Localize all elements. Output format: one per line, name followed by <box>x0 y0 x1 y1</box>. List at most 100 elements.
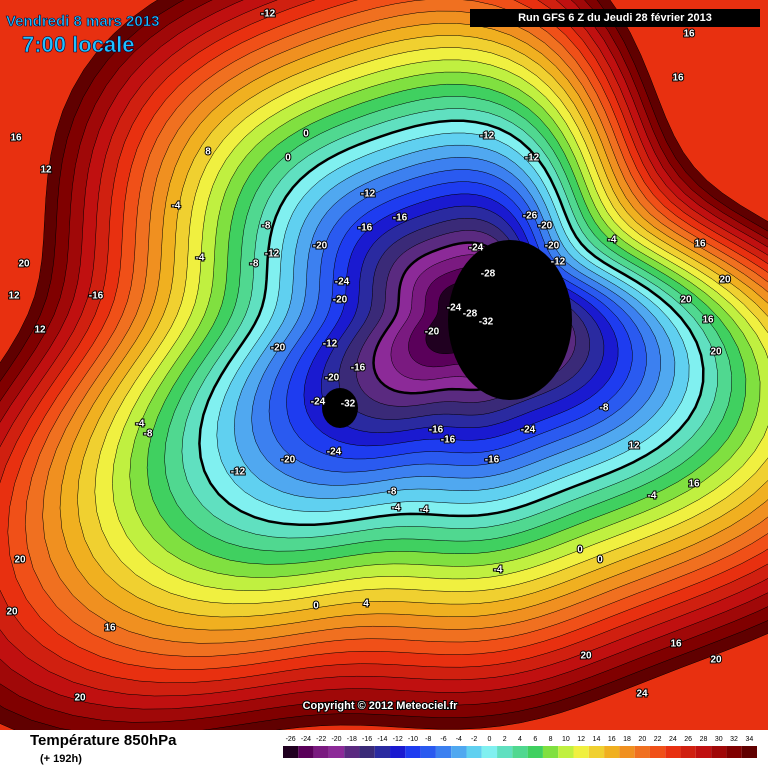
contour-label: -4 <box>196 253 205 264</box>
contour-label: -12 <box>323 339 338 350</box>
colorbar-cell <box>680 746 696 758</box>
colorbar-label: 8 <box>549 736 553 743</box>
colorbar-label: 2 <box>503 736 507 743</box>
contour-label: -4 <box>392 503 401 514</box>
contour-label: -16 <box>89 291 104 302</box>
colorbar-cell <box>726 746 742 758</box>
contour-label: 4 <box>363 599 369 610</box>
copyright: Copyright © 2012 Meteociel.fr <box>303 700 459 712</box>
contour-label: -8 <box>262 221 271 232</box>
contour-label: -12 <box>231 467 246 478</box>
colorbar-label: -2 <box>471 736 477 743</box>
colorbar-label: 28 <box>700 736 708 743</box>
contour-label: 12 <box>628 441 640 452</box>
cold-core <box>448 240 572 400</box>
contour-label: -12 <box>525 153 540 164</box>
contour-label: -8 <box>600 403 609 414</box>
contour-label: -8 <box>144 429 153 440</box>
contour-label: 20 <box>710 655 722 666</box>
colorbar-cell <box>313 746 329 758</box>
contour-label: 0 <box>597 555 603 566</box>
contour-label: -12 <box>480 131 495 142</box>
contour-label: -20 <box>538 221 553 232</box>
colorbar-label: 34 <box>745 736 753 743</box>
colorbar-cell <box>649 746 666 758</box>
contour-label: 20 <box>18 259 30 270</box>
colorbar-cell <box>481 746 498 758</box>
contour-label: -8 <box>388 487 397 498</box>
colorbar-label: 32 <box>730 736 738 743</box>
contour-label: -24 <box>521 425 536 436</box>
colorbar-cell <box>298 746 314 758</box>
colorbar-cell <box>573 746 589 758</box>
contour-label: -26 <box>523 211 538 222</box>
colorbar-cell <box>466 746 482 758</box>
colorbar-label: 26 <box>684 736 692 743</box>
colorbar-cell <box>512 746 528 758</box>
contour-label: 8 <box>205 147 211 158</box>
contour-label: 0 <box>577 545 583 556</box>
run-box <box>470 9 760 27</box>
contour-label: 0 <box>285 153 291 164</box>
cold-core <box>322 388 358 428</box>
colorbar-label: 22 <box>654 736 662 743</box>
contour-label: -24 <box>469 243 484 254</box>
colorbar-cell <box>665 746 681 758</box>
contour-label: 16 <box>670 639 682 650</box>
contour-label: -28 <box>463 309 478 320</box>
contour-label: 0 <box>313 601 319 612</box>
colorbar-cell <box>420 746 436 758</box>
contour-label: -16 <box>351 363 366 374</box>
contour-label: 12 <box>34 325 46 336</box>
contour-label: -24 <box>311 397 326 408</box>
contour-label: -20 <box>281 455 296 466</box>
contour-label: 16 <box>672 73 684 84</box>
colorbar-label: -24 <box>301 736 311 743</box>
colorbar-cell <box>497 746 513 758</box>
colorbar-cell <box>634 746 650 758</box>
contour-label: -8 <box>250 259 259 270</box>
colorbar-label: -8 <box>425 736 431 743</box>
colorbar-label: 20 <box>638 736 646 743</box>
parameter: Température 850hPa <box>30 732 177 749</box>
contour-label: 0 <box>303 129 309 140</box>
contour-label: 16 <box>10 133 22 144</box>
colorbar-label: -26 <box>286 736 296 743</box>
colorbar-label: -20 <box>331 736 341 743</box>
contour-label: 20 <box>74 693 86 704</box>
contour-label: -20 <box>313 241 328 252</box>
colorbar-cell <box>558 746 574 758</box>
contour-label: 20 <box>710 347 722 358</box>
colorbar-label: -22 <box>316 736 326 743</box>
colorbar-cell <box>390 746 406 758</box>
contour-label: -20 <box>333 295 348 306</box>
colorbar-label: -12 <box>393 736 403 743</box>
colorbar-cell <box>283 746 299 758</box>
contour-label: 24 <box>636 689 648 700</box>
lead-time: (+ 192h) <box>40 753 82 765</box>
colorbar-cell <box>695 746 712 758</box>
contour-label: -12 <box>261 9 276 20</box>
contour-label: -20 <box>325 373 340 384</box>
contour-label: -12 <box>265 249 280 260</box>
colorbar-cell <box>328 746 345 758</box>
contour-label: -4 <box>608 235 617 246</box>
contour-label: -16 <box>393 213 408 224</box>
colorbar-cell <box>435 746 452 758</box>
colorbar-cell <box>344 746 360 758</box>
contour-label: -20 <box>425 327 440 338</box>
colorbar-cell <box>604 746 620 758</box>
colorbar-label: 4 <box>518 736 522 743</box>
contour-label: 16 <box>683 29 695 40</box>
colorbar-cell <box>359 746 375 758</box>
contour-label: -16 <box>485 455 500 466</box>
colorbar-label: 14 <box>593 736 601 743</box>
colorbar-label: 24 <box>669 736 677 743</box>
contour-label: 20 <box>580 651 592 662</box>
colorbar-label: -6 <box>440 736 446 743</box>
colorbar-cell <box>405 746 421 758</box>
colorbar-cell <box>711 746 727 758</box>
contour-label: -32 <box>479 317 494 328</box>
contour-label: 16 <box>694 239 706 250</box>
